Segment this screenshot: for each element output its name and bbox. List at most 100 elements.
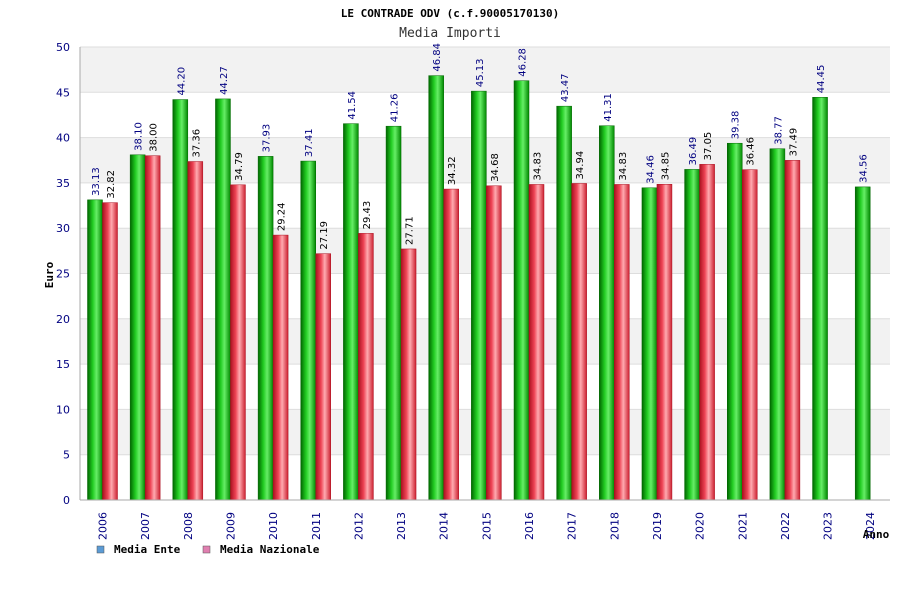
data-label-media-ente: 36.49 [688, 137, 699, 166]
y-tick-label: 40 [56, 132, 70, 145]
y-tick-label: 5 [63, 449, 70, 462]
bar-media-nazionale [400, 248, 417, 501]
bar-media-nazionale [699, 164, 715, 501]
grid-band [80, 47, 890, 93]
data-label-media-nazionale: 32.82 [106, 170, 117, 199]
x-tick-label: 2011 [310, 512, 323, 540]
bars [87, 75, 871, 501]
data-label-media-ente: 38.77 [773, 116, 784, 145]
data-label-media-nazionale: 34.94 [575, 151, 586, 180]
x-tick-label: 2023 [822, 512, 835, 540]
bar-media-nazionale [528, 184, 545, 501]
bar-media-ente [428, 75, 444, 501]
data-label-media-nazionale: 37.36 [191, 129, 202, 158]
data-label-media-nazionale: 38.00 [149, 123, 160, 152]
bar-media-nazionale [784, 160, 801, 501]
bar-media-nazionale [315, 253, 331, 501]
data-label-media-nazionale: 34.79 [234, 152, 245, 181]
data-label-media-nazionale: 37.49 [788, 128, 799, 157]
bar-media-ente [471, 90, 487, 501]
data-label-media-ente: 41.26 [390, 94, 401, 123]
x-tick-label: 2008 [182, 512, 195, 540]
bar-media-ente [641, 187, 658, 501]
y-tick-label: 50 [56, 41, 70, 54]
bar-media-nazionale [742, 169, 758, 501]
data-labels: 33.13 32.82 38.10 38.00 44.20 37.36 44.27 34.79… [91, 43, 870, 250]
y-tick-label: 45 [56, 86, 70, 99]
axes: 0 5 10 15 20 25 30 35 40 45 50 2006 2007 2008 2009 2010… [56, 41, 890, 540]
bar-media-nazionale [486, 185, 502, 501]
data-label-media-ente: 44.45 [816, 65, 827, 94]
bar-media-nazionale [443, 188, 459, 501]
data-label-media-ente: 37.41 [304, 128, 315, 157]
x-tick-label: 2016 [523, 512, 536, 540]
data-label-media-ente: 45.13 [475, 58, 486, 87]
legend: Media Ente Media Nazionale [96, 543, 320, 556]
x-tick-label: 2022 [779, 512, 792, 540]
data-label-media-nazionale: 29.24 [277, 202, 288, 231]
bar-media-nazionale [272, 234, 289, 501]
x-tick-label: 2014 [438, 512, 451, 540]
bar-media-ente [87, 199, 103, 501]
bar-media-ente [684, 169, 700, 501]
legend-label-nazionale: Media Nazionale [220, 543, 320, 556]
data-label-media-nazionale: 34.32 [447, 156, 458, 185]
chart-subtitle: Media Importi [399, 26, 501, 41]
chart-title: LE CONTRADE ODV (c.f.90005170130) [341, 7, 560, 20]
y-tick-label: 0 [63, 494, 70, 507]
bar-media-ente [257, 156, 274, 501]
data-label-media-ente: 46.28 [518, 48, 529, 77]
y-tick-label: 25 [56, 268, 70, 281]
data-label-media-ente: 46.84 [432, 43, 443, 72]
bar-media-ente [129, 154, 146, 501]
y-tick-label: 35 [56, 177, 70, 190]
data-label-media-nazionale: 34.83 [533, 152, 544, 181]
bar-media-ente [599, 125, 615, 501]
data-label-media-nazionale: 27.19 [319, 221, 330, 250]
x-tick-label: 2013 [395, 512, 408, 540]
bar-media-nazionale [614, 184, 630, 501]
data-label-media-ente: 43.47 [560, 74, 571, 103]
bar-media-ente [556, 105, 572, 501]
legend-label-ente: Media Ente [114, 543, 181, 556]
y-tick-label: 20 [56, 313, 70, 326]
bar-media-ente [812, 97, 828, 501]
x-tick-label: 2021 [736, 512, 749, 540]
data-label-media-nazionale: 29.43 [362, 201, 373, 230]
data-label-media-ente: 41.31 [603, 93, 614, 122]
x-tick-label: 2010 [267, 512, 280, 540]
data-label-media-ente: 39.38 [731, 111, 742, 140]
data-label-media-ente: 44.27 [219, 66, 230, 95]
x-tick-label: 2018 [608, 512, 621, 540]
y-tick-label: 15 [56, 358, 70, 371]
bar-media-ente [385, 125, 402, 501]
data-label-media-ente: 37.93 [262, 124, 273, 153]
x-tick-label: 2006 [97, 512, 110, 540]
x-tick-label: 2024 [864, 512, 877, 540]
bar-media-ente [300, 160, 316, 501]
legend-swatch-nazionale [202, 545, 211, 554]
bar-media-ente [769, 148, 786, 501]
y-axis-label: Euro [43, 261, 56, 288]
data-label-media-nazionale: 34.85 [660, 152, 671, 181]
bar-media-ente [343, 123, 359, 501]
bar-media-ente [513, 80, 530, 501]
y-tick-label: 30 [56, 222, 70, 235]
x-tick-label: 2019 [651, 512, 664, 540]
bar-media-nazionale [144, 155, 161, 501]
x-tick-label: 2015 [480, 512, 493, 540]
data-label-media-ente: 38.10 [134, 122, 145, 151]
bar-media-nazionale [102, 202, 118, 501]
x-axis-label: Anno [863, 528, 890, 541]
x-tick-label: 2020 [694, 512, 707, 540]
data-label-media-ente: 33.13 [91, 167, 102, 196]
bar-media-ente [172, 99, 189, 501]
bar-media-nazionale [230, 184, 246, 501]
bar-media-ente [727, 142, 743, 501]
bar-media-nazionale [187, 161, 204, 501]
bar-media-nazionale [358, 233, 374, 501]
data-label-media-nazionale: 34.83 [618, 152, 629, 181]
bar-media-nazionale [656, 184, 673, 501]
data-label-media-ente: 44.20 [176, 67, 187, 96]
